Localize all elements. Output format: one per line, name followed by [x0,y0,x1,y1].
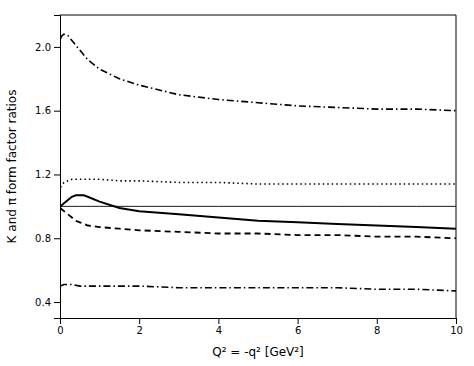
tick-mark [456,318,457,324]
tick-mark [54,111,60,112]
tick-label: 10 [450,325,463,336]
tick: 6 [295,318,301,336]
tick-mark [298,318,299,324]
series-line [60,206,456,207]
series-line [60,34,456,111]
axis-line [61,319,457,325]
tick-label: 0 [57,325,63,336]
tick-label: 0.8 [35,233,51,244]
tick: 0.4 [35,297,60,308]
tick: 2 [137,318,143,336]
tick-mark [54,238,60,239]
tick-label: 1.6 [35,105,51,116]
tick-label: 4 [216,325,222,336]
tick-label: 0.4 [35,297,51,308]
tick: 0 [57,318,63,336]
tick-label: 2.0 [35,42,51,53]
tick: 4 [216,318,222,336]
tick: 1.6 [35,105,60,116]
tick: 2.0 [35,42,60,53]
tick: 0.8 [35,233,60,244]
tick-label: 2 [137,325,143,336]
tick: 10 [450,318,463,336]
tick-mark [54,47,60,48]
axis-line [54,16,61,319]
tick-mark [139,318,140,324]
tick-mark [377,318,378,324]
tick-mark [54,174,60,175]
y-axis: 0.4 0.8 1.2 1.6 2.0 [35,16,60,319]
tick: 1.2 [35,169,60,180]
series-line [60,285,456,291]
x-axis: 0 2 4 6 8 10 [57,318,463,336]
plot-frame [456,15,457,318]
tick-mark [54,302,60,303]
lines [60,34,456,291]
plot-area: 0 2 4 6 8 10 0.4 0.8 1.2 1.6 2.0 [35,15,463,336]
series-line [60,179,456,187]
tick-label: 6 [295,325,301,336]
chart: 0 2 4 6 8 10 0.4 0.8 1.2 1.6 2.0 Q² = -q² [GeV²] K a… [0,0,474,366]
y-axis-title: K and π form factor ratios [5,90,19,244]
tick-label: 8 [374,325,380,336]
x-axis-title: Q² = -q² [GeV²] [212,345,304,359]
series-line [60,195,456,228]
tick-label: 1.2 [35,169,51,180]
plot-frame [60,15,456,16]
series-line [60,208,456,238]
tick-mark [218,318,219,324]
tick: 8 [374,318,380,336]
